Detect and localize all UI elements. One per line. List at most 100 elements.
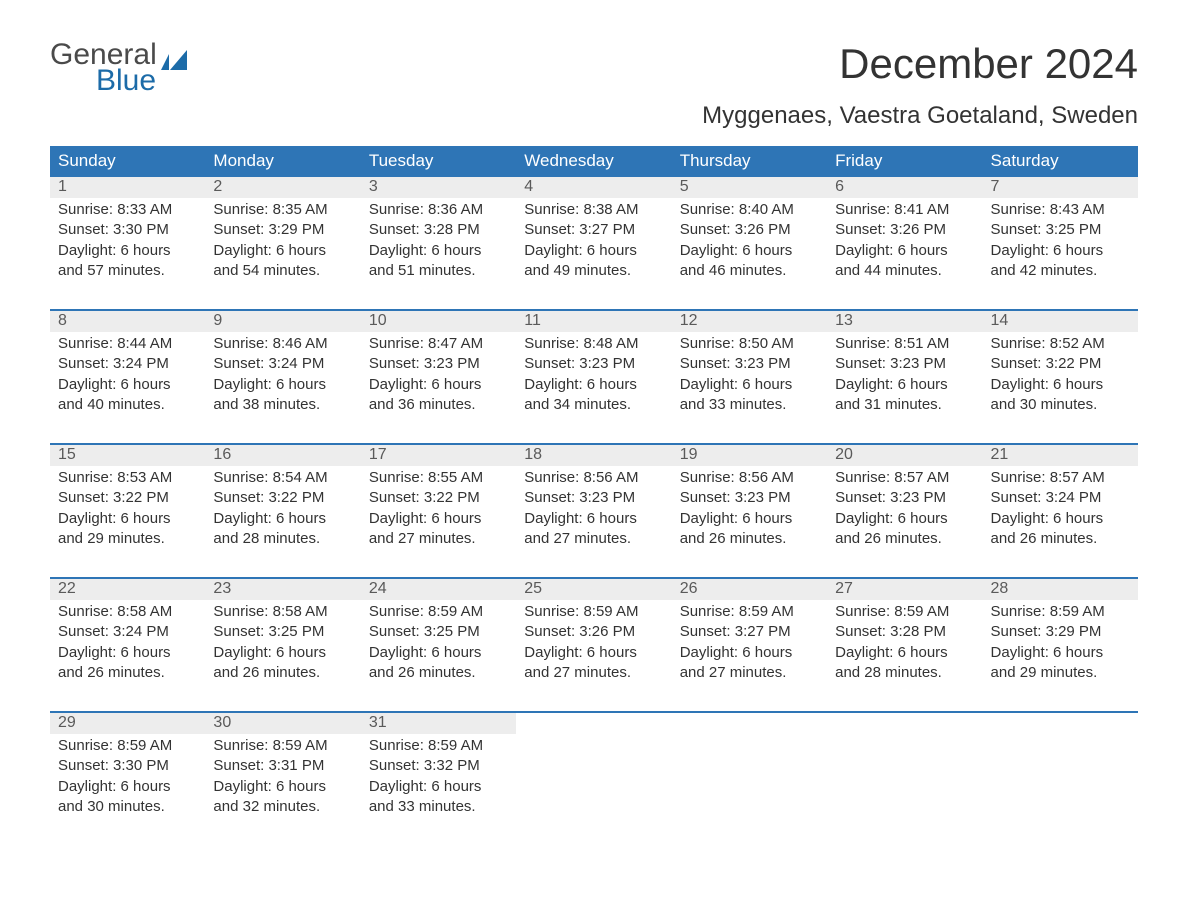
sunset-line: Sunset: 3:22 PM [58,488,197,508]
sunrise-line: Sunrise: 8:41 AM [835,200,974,220]
sunrise-line: Sunrise: 8:58 AM [213,602,352,622]
daylight-line-2: and 26 minutes. [991,529,1130,549]
daylight-line-2: and 26 minutes. [213,663,352,683]
sunrise-line: Sunrise: 8:43 AM [991,200,1130,220]
dow-saturday: Saturday [983,146,1138,177]
day-number-bar: 17 [361,445,516,466]
daylight-line-2: and 29 minutes. [991,663,1130,683]
sunrise-line: Sunrise: 8:46 AM [213,334,352,354]
day-number: 2 [213,178,222,195]
day-details: Sunrise: 8:44 AMSunset: 3:24 PMDaylight:… [58,332,197,415]
sunrise-line: Sunrise: 8:59 AM [991,602,1130,622]
page-title: December 2024 [702,40,1138,88]
daylight-line-1: Daylight: 6 hours [524,241,663,261]
day-details: Sunrise: 8:54 AMSunset: 3:22 PMDaylight:… [213,466,352,549]
daylight-line-1: Daylight: 6 hours [680,643,819,663]
title-block: December 2024 Myggenaes, Vaestra Goetala… [702,40,1138,130]
day-details: Sunrise: 8:40 AMSunset: 3:26 PMDaylight:… [680,198,819,281]
day-number: 10 [369,312,387,329]
day-number: 23 [213,580,231,597]
day-details: Sunrise: 8:53 AMSunset: 3:22 PMDaylight:… [58,466,197,549]
daylight-line-2: and 36 minutes. [369,395,508,415]
calendar-day: 14Sunrise: 8:52 AMSunset: 3:22 PMDayligh… [983,311,1138,429]
calendar-day: 15 Sunrise: 8:53 AMSunset: 3:22 PMDayligh… [50,445,205,563]
daylight-line-2: and 28 minutes. [213,529,352,549]
day-details: Sunrise: 8:58 AMSunset: 3:24 PMDaylight:… [58,600,197,683]
calendar-day: 30Sunrise: 8:59 AMSunset: 3:31 PMDayligh… [205,713,360,831]
sunset-line: Sunset: 3:24 PM [991,488,1130,508]
day-details: Sunrise: 8:59 AMSunset: 3:25 PMDaylight:… [369,600,508,683]
calendar-day: 17Sunrise: 8:55 AMSunset: 3:22 PMDayligh… [361,445,516,563]
day-details: Sunrise: 8:35 AMSunset: 3:29 PMDaylight:… [213,198,352,281]
day-number-bar: 4 [516,177,671,198]
sunset-line: Sunset: 3:29 PM [991,622,1130,642]
calendar-day: 5Sunrise: 8:40 AMSunset: 3:26 PMDaylight… [672,177,827,295]
day-details: Sunrise: 8:33 AMSunset: 3:30 PMDaylight:… [58,198,197,281]
day-number: 3 [369,178,378,195]
daylight-line-1: Daylight: 6 hours [524,375,663,395]
day-details: Sunrise: 8:59 AMSunset: 3:30 PMDaylight:… [58,734,197,817]
daylight-line-1: Daylight: 6 hours [835,509,974,529]
day-number: 9 [213,312,222,329]
sunset-line: Sunset: 3:23 PM [369,354,508,374]
day-number-bar: 7 [983,177,1138,198]
day-number: 21 [991,446,1009,463]
sunrise-line: Sunrise: 8:56 AM [680,468,819,488]
daylight-line-1: Daylight: 6 hours [680,241,819,261]
daylight-line-1: Daylight: 6 hours [369,375,508,395]
sunrise-line: Sunrise: 8:35 AM [213,200,352,220]
day-number-bar: 2 [205,177,360,198]
day-number: 30 [213,714,231,731]
sunrise-line: Sunrise: 8:59 AM [680,602,819,622]
header: General Blue December 2024 Myggenaes, Va… [50,40,1138,130]
sunset-line: Sunset: 3:28 PM [369,220,508,240]
day-number: 1 [58,178,67,195]
calendar-day: 12Sunrise: 8:50 AMSunset: 3:23 PMDayligh… [672,311,827,429]
sunset-line: Sunset: 3:31 PM [213,756,352,776]
day-number-bar: 18 [516,445,671,466]
daylight-line-2: and 34 minutes. [524,395,663,415]
day-number-bar: 5 [672,177,827,198]
calendar-day: 27Sunrise: 8:59 AMSunset: 3:28 PMDayligh… [827,579,982,697]
day-number-bar: 20 [827,445,982,466]
daylight-line-1: Daylight: 6 hours [835,241,974,261]
day-number: 15 [58,446,76,463]
daylight-line-2: and 30 minutes. [58,797,197,817]
sunrise-line: Sunrise: 8:51 AM [835,334,974,354]
sunrise-line: Sunrise: 8:50 AM [680,334,819,354]
sunrise-line: Sunrise: 8:52 AM [991,334,1130,354]
calendar-day: 18Sunrise: 8:56 AMSunset: 3:23 PMDayligh… [516,445,671,563]
sunrise-line: Sunrise: 8:44 AM [58,334,197,354]
sunrise-line: Sunrise: 8:40 AM [680,200,819,220]
day-number-bar: 23 [205,579,360,600]
sunset-line: Sunset: 3:28 PM [835,622,974,642]
day-number-bar: 14 [983,311,1138,332]
daylight-line-1: Daylight: 6 hours [835,375,974,395]
calendar-day: 10 Sunrise: 8:47 AMSunset: 3:23 PMDayligh… [361,311,516,429]
calendar-day: 9 Sunrise: 8:46 AMSunset: 3:24 PMDaylight… [205,311,360,429]
sunset-line: Sunset: 3:27 PM [680,622,819,642]
daylight-line-1: Daylight: 6 hours [58,777,197,797]
day-details: Sunrise: 8:46 AMSunset: 3:24 PMDaylight:… [213,332,352,415]
calendar-day: 23Sunrise: 8:58 AMSunset: 3:25 PMDayligh… [205,579,360,697]
daylight-line-1: Daylight: 6 hours [680,509,819,529]
sunrise-line: Sunrise: 8:59 AM [213,736,352,756]
calendar-day: 4Sunrise: 8:38 AMSunset: 3:27 PMDaylight… [516,177,671,295]
calendar-day: 7Sunrise: 8:43 AMSunset: 3:25 PMDaylight… [983,177,1138,295]
brand-flag-icon [161,50,187,70]
day-number: 16 [213,446,231,463]
daylight-line-2: and 26 minutes. [58,663,197,683]
week-row: 22Sunrise: 8:58 AMSunset: 3:24 PMDayligh… [50,577,1138,697]
day-number: 4 [524,178,533,195]
day-details: Sunrise: 8:56 AMSunset: 3:23 PMDaylight:… [524,466,663,549]
sunset-line: Sunset: 3:26 PM [524,622,663,642]
daylight-line-1: Daylight: 6 hours [369,241,508,261]
daylight-line-1: Daylight: 6 hours [991,643,1130,663]
calendar-day: 6Sunrise: 8:41 AMSunset: 3:26 PMDaylight… [827,177,982,295]
day-details: Sunrise: 8:59 AMSunset: 3:28 PMDaylight:… [835,600,974,683]
daylight-line-1: Daylight: 6 hours [213,241,352,261]
daylight-line-2: and 33 minutes. [680,395,819,415]
day-number-bar: 3 [361,177,516,198]
sunrise-line: Sunrise: 8:47 AM [369,334,508,354]
day-number: 6 [835,178,844,195]
